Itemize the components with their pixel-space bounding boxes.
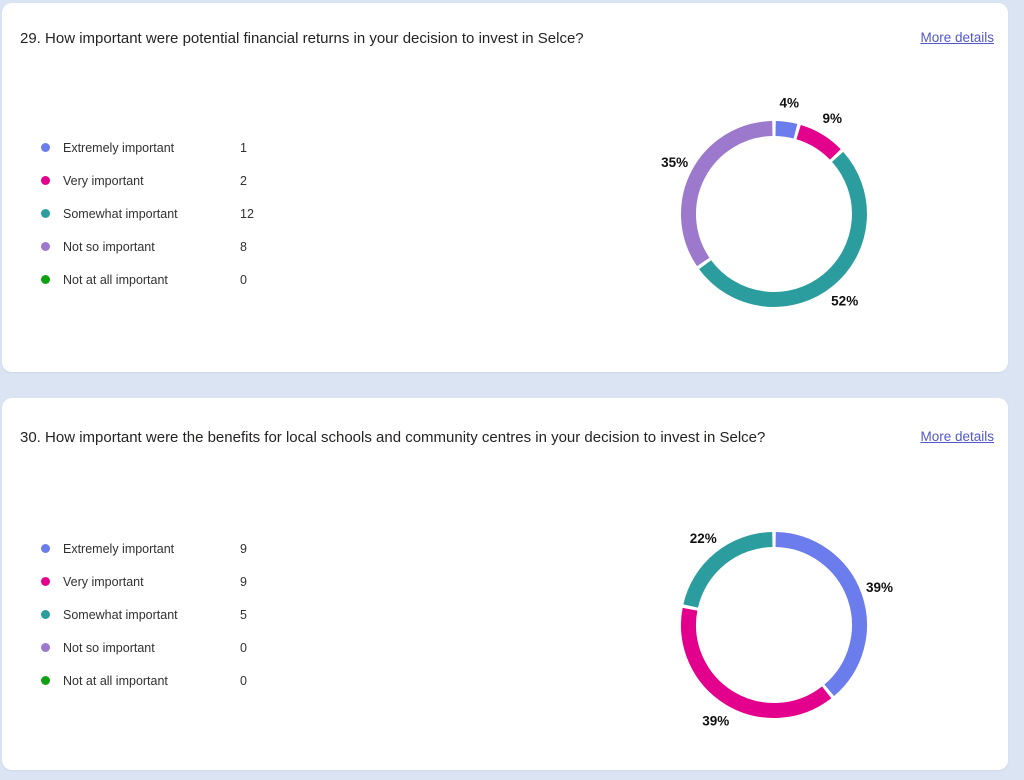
- legend-color-dot: [41, 676, 50, 685]
- legend-label: Extremely important: [63, 140, 175, 155]
- more-details-link[interactable]: More details: [920, 30, 994, 45]
- percent-label: 35%: [661, 155, 688, 170]
- question-header: 30. How important were the benefits for …: [20, 429, 994, 448]
- legend-label: Very important: [63, 574, 144, 589]
- legend-item: Somewhat important 12: [41, 197, 254, 230]
- legend-label: Not at all important: [63, 673, 168, 688]
- legend-label: Not so important: [63, 239, 155, 254]
- donut-segment[interactable]: [681, 607, 832, 718]
- legend-count: 9: [240, 574, 247, 589]
- question-title: 29. How important were potential financi…: [20, 30, 584, 47]
- legend-label: Not at all important: [63, 272, 168, 287]
- question-header: 29. How important were potential financi…: [20, 30, 994, 49]
- donut-segment[interactable]: [699, 151, 867, 307]
- question-card-30: 30. How important were the benefits for …: [2, 398, 1008, 770]
- legend-count: 8: [240, 239, 247, 254]
- legend-count: 1: [240, 140, 247, 155]
- legend-count: 2: [240, 173, 247, 188]
- legend-color-dot: [41, 275, 50, 284]
- legend-color-dot: [41, 577, 50, 586]
- legend-color-dot: [41, 610, 50, 619]
- legend-color-dot: [41, 176, 50, 185]
- legend-color-dot: [41, 209, 50, 218]
- legend-label: Very important: [63, 173, 144, 188]
- legend-item: Somewhat important 5: [41, 598, 247, 631]
- legend-count: 9: [240, 541, 247, 556]
- percent-label: 9%: [822, 111, 842, 126]
- legend-item: Very important 2: [41, 164, 254, 197]
- legend-count: 0: [240, 272, 247, 287]
- legend-count: 0: [240, 673, 247, 688]
- legend-color-dot: [41, 143, 50, 152]
- legend-item: Very important 9: [41, 565, 247, 598]
- donut-segment[interactable]: [681, 121, 773, 267]
- legend-item: Extremely important 9: [41, 532, 247, 565]
- legend-item: Not at all important 0: [41, 263, 254, 296]
- donut-segment[interactable]: [775, 121, 798, 139]
- legend-label: Extremely important: [63, 541, 175, 556]
- percent-label: 39%: [866, 580, 893, 595]
- legend-item: Extremely important 1: [41, 131, 254, 164]
- legend-label: Not so important: [63, 640, 155, 655]
- legend-count: 12: [240, 206, 254, 221]
- donut-segment[interactable]: [775, 532, 867, 697]
- percent-label: 4%: [780, 96, 800, 111]
- percent-label: 39%: [702, 713, 729, 728]
- legend-item: Not so important 0: [41, 631, 247, 664]
- donut-chart: 39% 39% 22%: [681, 531, 893, 728]
- legend-color-dot: [41, 643, 50, 652]
- legend-item: Not so important 8: [41, 230, 254, 263]
- question-card-29: 29. How important were potential financi…: [2, 3, 1008, 372]
- question-title: 30. How important were the benefits for …: [20, 429, 766, 446]
- legend-color-dot: [41, 242, 50, 251]
- donut-segment[interactable]: [796, 124, 841, 160]
- donut-chart: 4% 9% 52% 35%: [661, 96, 867, 309]
- answer-legend: Extremely important 9 Very important 9 S…: [41, 532, 247, 697]
- legend-count: 5: [240, 607, 247, 622]
- percent-label: 22%: [690, 531, 717, 546]
- donut-segment[interactable]: [683, 532, 773, 608]
- legend-label: Somewhat important: [63, 206, 178, 221]
- legend-color-dot: [41, 544, 50, 553]
- legend-count: 0: [240, 640, 247, 655]
- more-details-link[interactable]: More details: [920, 429, 994, 444]
- legend-item: Not at all important 0: [41, 664, 247, 697]
- answer-legend: Extremely important 1 Very important 2 S…: [41, 131, 254, 296]
- legend-label: Somewhat important: [63, 607, 178, 622]
- percent-label: 52%: [831, 294, 858, 309]
